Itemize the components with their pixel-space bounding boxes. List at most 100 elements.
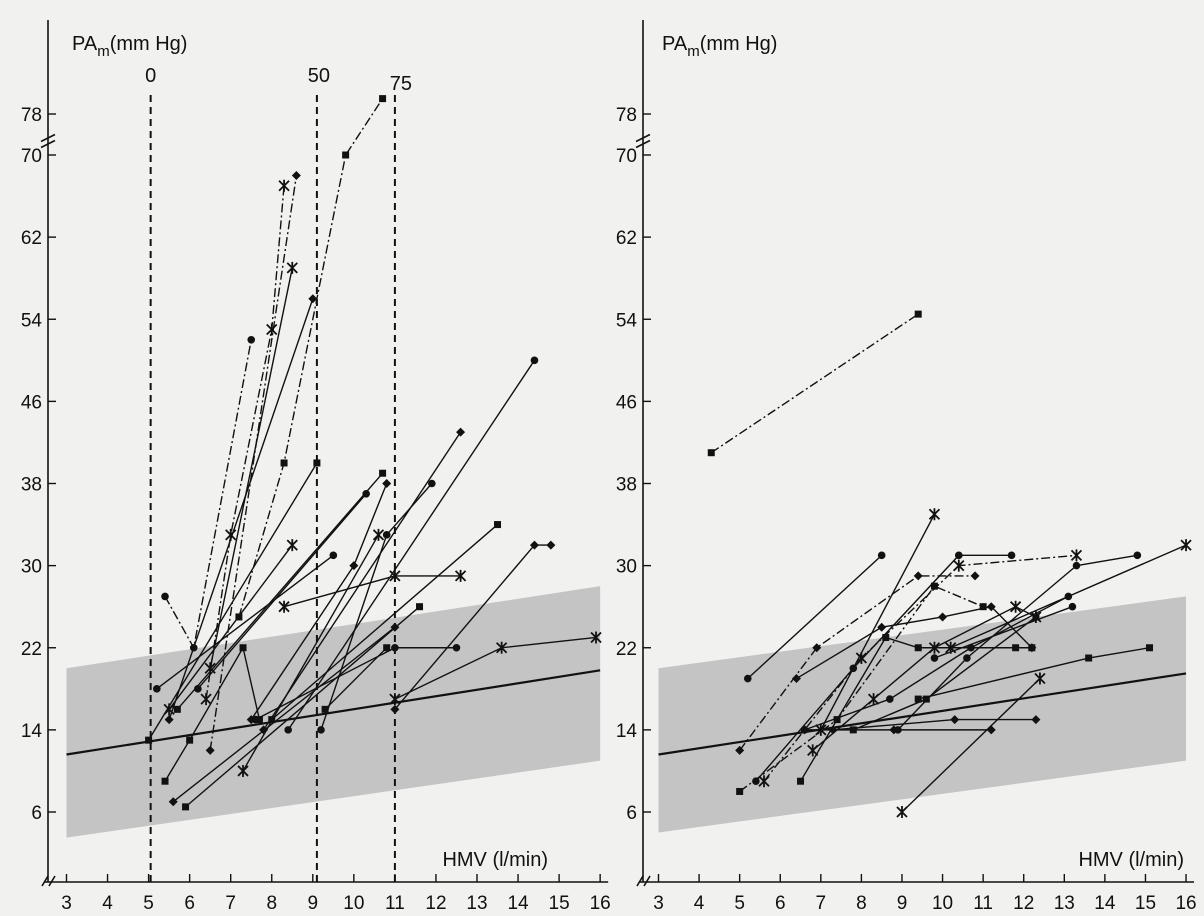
data-point bbox=[204, 662, 216, 675]
data-point bbox=[828, 725, 838, 735]
reference-line-label: 50 bbox=[308, 65, 330, 87]
data-point bbox=[758, 775, 770, 788]
data-point bbox=[145, 736, 153, 744]
x-tick-label: 8 bbox=[856, 893, 867, 914]
y-tick-label: 62 bbox=[616, 228, 637, 249]
data-point bbox=[945, 641, 957, 654]
series-line bbox=[755, 554, 1012, 782]
data-point bbox=[1007, 551, 1016, 560]
y-tick-label: 30 bbox=[21, 557, 42, 578]
data-point bbox=[938, 612, 948, 622]
series-line bbox=[739, 575, 976, 751]
y-tick-label: 22 bbox=[616, 639, 637, 660]
x-tick-label: 7 bbox=[225, 893, 236, 914]
y-tick-label: 70 bbox=[616, 146, 637, 167]
data-point bbox=[200, 693, 212, 706]
data-point bbox=[735, 745, 745, 755]
regression-line bbox=[658, 672, 1187, 756]
y-tick-label: 30 bbox=[616, 557, 637, 578]
data-point bbox=[382, 531, 391, 539]
data-point bbox=[913, 571, 923, 581]
data-point bbox=[349, 561, 359, 571]
data-point bbox=[986, 602, 996, 612]
data-point bbox=[456, 427, 466, 437]
data-point bbox=[161, 777, 169, 785]
series-line bbox=[172, 626, 396, 803]
x-tick-label: 5 bbox=[734, 893, 745, 914]
x-tick-label: 5 bbox=[143, 893, 154, 914]
data-point bbox=[954, 551, 963, 560]
data-point bbox=[791, 674, 801, 684]
data-point bbox=[963, 654, 971, 662]
series-line bbox=[242, 534, 380, 772]
x-tick-label: 14 bbox=[1094, 893, 1116, 914]
data-point bbox=[1034, 672, 1046, 685]
series-line bbox=[763, 554, 1077, 782]
y-tick-label: 46 bbox=[21, 392, 42, 413]
reference-line-label: 75 bbox=[390, 73, 412, 95]
x-axis-break-mark bbox=[636, 875, 651, 887]
y-tick-label: 78 bbox=[21, 105, 42, 126]
data-point bbox=[1012, 644, 1020, 652]
data-point bbox=[930, 654, 939, 662]
series-line bbox=[209, 175, 298, 751]
x-tick-label: 10 bbox=[932, 893, 953, 914]
x-tick-label: 7 bbox=[816, 893, 827, 914]
y-tick-label: 6 bbox=[626, 803, 637, 824]
data-point bbox=[329, 551, 338, 560]
data-point bbox=[953, 559, 965, 572]
y-tick-label: 54 bbox=[21, 310, 43, 331]
y-tick-label: 70 bbox=[21, 146, 42, 167]
x-axis-title: HMV (l/min) bbox=[442, 849, 548, 871]
series-line bbox=[804, 595, 1069, 731]
data-point bbox=[930, 582, 938, 590]
data-point bbox=[1133, 551, 1142, 560]
x-tick-label: 6 bbox=[184, 893, 195, 914]
data-point bbox=[855, 652, 868, 665]
x-tick-label: 16 bbox=[1175, 893, 1196, 914]
data-point bbox=[1032, 613, 1040, 621]
data-point bbox=[1072, 561, 1081, 570]
data-point bbox=[979, 603, 987, 611]
data-point bbox=[286, 539, 298, 552]
data-point bbox=[161, 592, 169, 601]
y-tick-label: 54 bbox=[616, 310, 638, 331]
data-point bbox=[291, 171, 301, 181]
x-tick-label: 11 bbox=[385, 893, 405, 914]
y-tick-label: 46 bbox=[616, 392, 637, 413]
data-point bbox=[800, 725, 810, 735]
series-line bbox=[710, 313, 919, 454]
data-point bbox=[278, 179, 290, 192]
data-point bbox=[812, 643, 822, 653]
series-line bbox=[901, 678, 1041, 813]
data-point bbox=[389, 569, 401, 582]
y-tick-label: 38 bbox=[21, 475, 42, 496]
data-point bbox=[950, 715, 960, 725]
data-point bbox=[1070, 549, 1083, 562]
data-point bbox=[546, 540, 556, 550]
data-point bbox=[736, 787, 744, 795]
x-tick-label: 6 bbox=[775, 893, 786, 914]
series-line bbox=[820, 513, 936, 731]
x-tick-label: 3 bbox=[61, 893, 72, 914]
data-point bbox=[280, 459, 288, 467]
data-point bbox=[390, 704, 400, 714]
x-axis-title: HMV (l/min) bbox=[1078, 849, 1184, 871]
series-line bbox=[950, 544, 1187, 649]
data-point bbox=[313, 459, 321, 467]
data-point bbox=[894, 726, 902, 734]
data-point bbox=[877, 551, 886, 560]
data-point bbox=[239, 644, 247, 652]
data-point bbox=[342, 151, 350, 159]
y-axis-title: PAm(mm Hg) bbox=[72, 33, 187, 60]
y-tick-label: 14 bbox=[21, 721, 43, 742]
series-line bbox=[156, 554, 334, 690]
x-tick-label: 13 bbox=[1054, 893, 1075, 914]
x-tick-label: 3 bbox=[653, 893, 664, 914]
data-point bbox=[914, 644, 922, 652]
data-point bbox=[1009, 600, 1022, 613]
y-tick-label: 14 bbox=[616, 721, 638, 742]
data-point bbox=[914, 310, 922, 318]
data-point bbox=[173, 705, 181, 713]
